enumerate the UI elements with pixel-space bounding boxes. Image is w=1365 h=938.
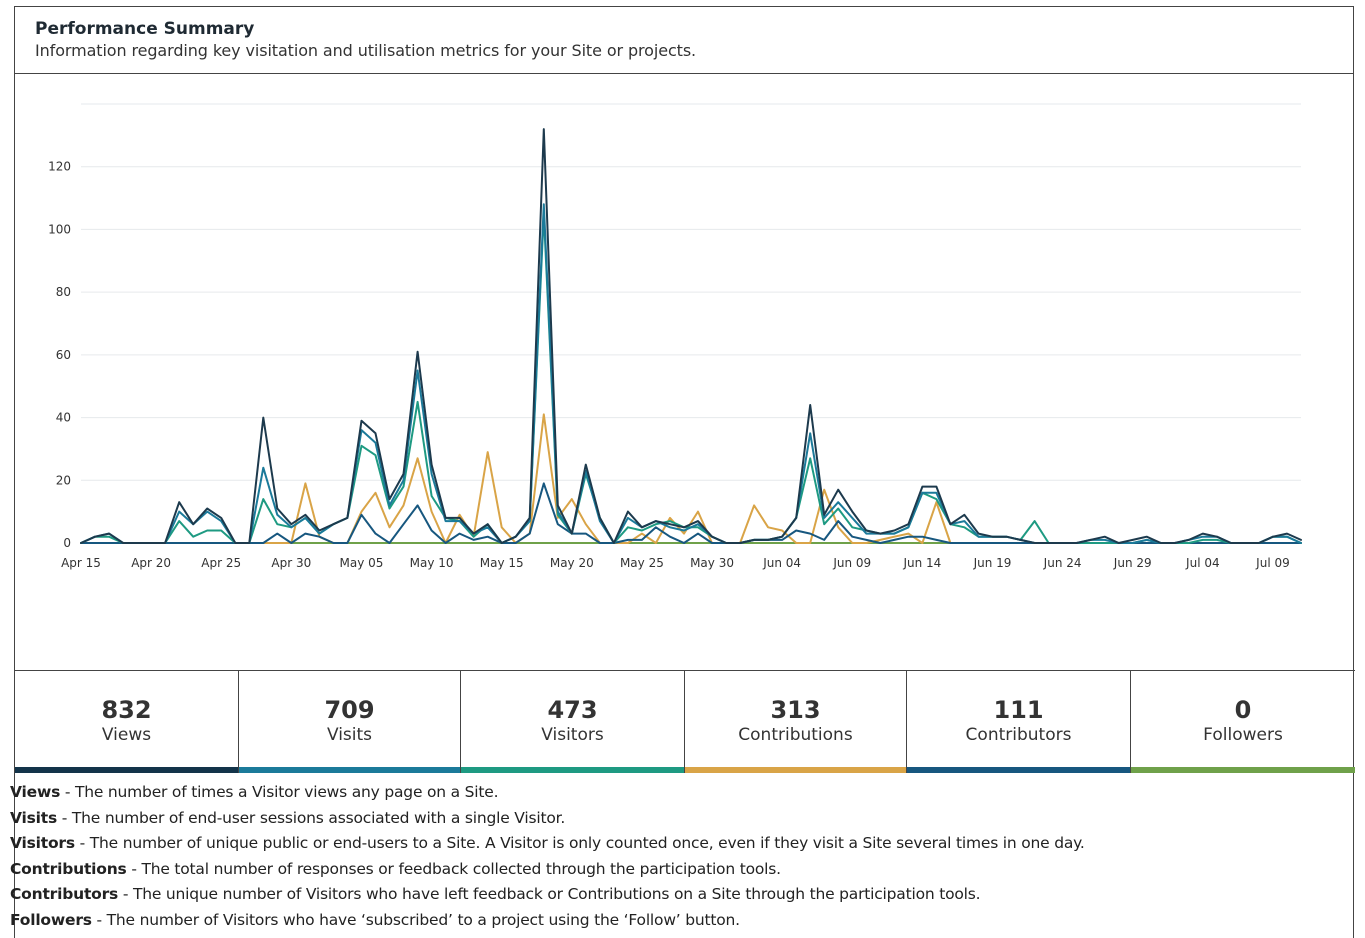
- definition-contributors: Contributors - The unique number of Visi…: [10, 882, 1330, 908]
- stat-card-views[interactable]: 832 Views: [15, 671, 239, 773]
- stat-color-bar: [239, 767, 460, 773]
- x-tick-label: May 30: [690, 556, 734, 570]
- x-tick-label: Jun 29: [1113, 556, 1152, 570]
- stat-value: 313: [770, 696, 821, 724]
- series-line-views: [80, 128, 1302, 544]
- x-tick-label: Jul 09: [1255, 556, 1290, 570]
- x-tick-label: Apr 30: [271, 556, 311, 570]
- definition-text: - The number of end-user sessions associ…: [57, 808, 566, 827]
- y-tick-label: 0: [63, 536, 71, 550]
- x-tick-label: Jun 24: [1043, 556, 1082, 570]
- definition-visits: Visits - The number of end-user sessions…: [10, 806, 1330, 832]
- stat-color-bar: [1131, 767, 1355, 773]
- definition-text: - The unique number of Visitors who have…: [118, 885, 981, 903]
- stat-label: Visitors: [541, 725, 604, 745]
- series-line-visits: [80, 203, 1302, 544]
- stat-color-bar: [15, 767, 238, 773]
- stat-label: Followers: [1203, 725, 1283, 745]
- stat-label: Contributions: [738, 725, 853, 745]
- stat-card-followers[interactable]: 0 Followers: [1131, 671, 1355, 773]
- x-tick-label: Jul 04: [1185, 556, 1220, 570]
- definition-term: Visits: [10, 808, 58, 827]
- panel-subtitle: Information regarding key visitation and…: [35, 41, 697, 60]
- definition-text: - The number of Visitors who have ‘subsc…: [91, 910, 741, 929]
- stat-value: 832: [101, 696, 152, 724]
- stat-value: 0: [1234, 696, 1252, 724]
- x-tick-label: May 25: [620, 556, 664, 570]
- stat-card-contributions[interactable]: 313 Contributions: [685, 671, 907, 773]
- series-line-visitors: [80, 212, 1302, 544]
- x-tick-label: Jun 04: [762, 556, 801, 570]
- y-tick-label: 100: [48, 222, 71, 236]
- y-tick-label: 120: [48, 160, 71, 174]
- definition-contributions: Contributions - The total number of resp…: [10, 857, 1330, 883]
- stat-card-contributors[interactable]: 111 Contributors: [907, 671, 1131, 773]
- x-tick-label: Jun 14: [902, 556, 941, 570]
- y-tick-label: 80: [56, 285, 71, 299]
- stat-color-bar: [907, 767, 1130, 773]
- stats-row: 832 Views 709 Visits 473 Visitors 313 Co…: [15, 670, 1355, 773]
- definition-text: - The total number of responses or feedb…: [126, 859, 781, 878]
- definition-visitors: Visitors - The number of unique public o…: [10, 831, 1330, 857]
- performance-summary-panel: Performance Summary Information regardin…: [14, 6, 1355, 938]
- definition-term: Visitors: [10, 834, 75, 852]
- metric-definitions: Views - The number of times a Visitor vi…: [10, 780, 1330, 933]
- x-tick-label: May 05: [340, 556, 384, 570]
- x-tick-label: Apr 20: [131, 556, 171, 570]
- stat-label: Visits: [326, 725, 373, 745]
- y-tick-label: 60: [56, 348, 71, 362]
- definition-term: Contributors: [10, 885, 119, 903]
- series-line-contributors: [80, 482, 1302, 544]
- x-tick-label: May 15: [480, 556, 524, 570]
- chart-svg: 0 20 40 60 80 100 120 Apr 15 Apr 20 Apr 25 Apr 30 M…: [48, 103, 1302, 570]
- x-tick-label: Apr 25: [201, 556, 241, 570]
- definition-term: Followers: [10, 910, 92, 929]
- line-chart: 0 20 40 60 80 100 120 Apr 15 Apr 20 Apr 25 Apr 30 M…: [15, 74, 1353, 670]
- y-tick-label: 20: [56, 473, 71, 487]
- stat-card-visitors[interactable]: 473 Visitors: [461, 671, 685, 773]
- panel-title: Performance Summary: [35, 19, 255, 39]
- x-tick-label: May 10: [410, 556, 454, 570]
- definition-term: Contributions: [10, 859, 127, 878]
- x-tick-label: Jun 19: [973, 556, 1012, 570]
- y-tick-label: 40: [56, 411, 71, 425]
- panel-header: Performance Summary Information regardin…: [15, 7, 1353, 74]
- x-tick-label: Apr 15: [61, 556, 101, 570]
- definition-text: - The number of unique public or end-use…: [74, 834, 1085, 852]
- stat-label: Contributors: [965, 725, 1072, 745]
- stat-card-visits[interactable]: 709 Visits: [239, 671, 461, 773]
- stat-label: Views: [101, 725, 152, 745]
- stat-color-bar: [461, 767, 684, 773]
- stat-color-bar: [685, 767, 906, 773]
- x-tick-label: May 20: [550, 556, 594, 570]
- definition-text: - The number of times a Visitor views an…: [60, 783, 499, 801]
- x-tick-label: Jun 09: [832, 556, 871, 570]
- stat-value: 709: [324, 696, 375, 724]
- stat-value: 473: [547, 696, 598, 724]
- definition-term: Views: [10, 783, 61, 801]
- definition-views: Views - The number of times a Visitor vi…: [10, 780, 1330, 806]
- definition-followers: Followers - The number of Visitors who h…: [10, 908, 1330, 934]
- stat-value: 111: [993, 696, 1044, 724]
